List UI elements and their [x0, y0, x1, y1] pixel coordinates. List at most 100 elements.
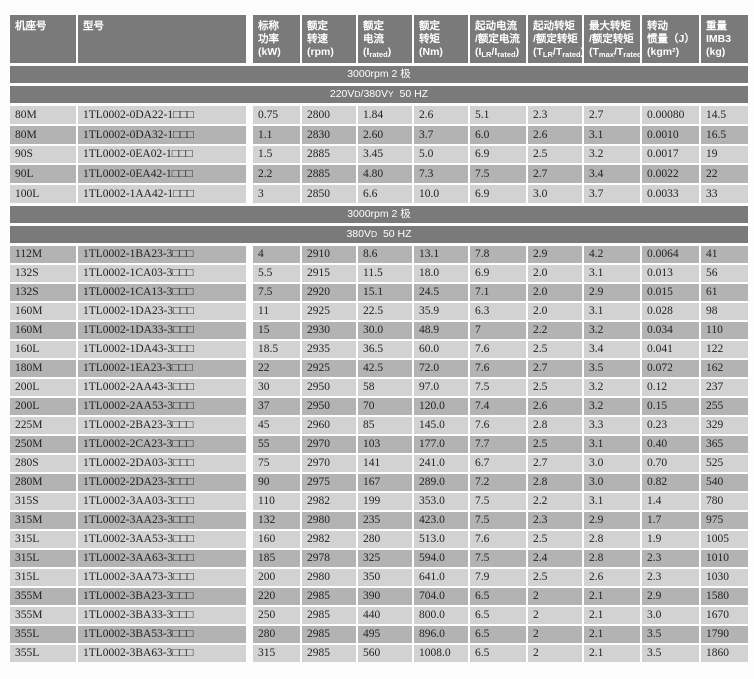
cell-weight: 1010 [701, 549, 748, 567]
cell-locked-rotor-torque-ratio: 2.5 [528, 145, 582, 164]
cell-max-torque-ratio: 2.1 [584, 644, 640, 662]
band-text: 50 HZ [393, 88, 429, 100]
cell-weight: 56 [701, 264, 748, 282]
cell-weight: 22 [701, 165, 748, 184]
cell-model: 1TL0002-3AA23-3□□□ [78, 511, 246, 529]
cell-model: 1TL0002-2DA23-3□□□ [78, 473, 246, 491]
cell-rated-current: 560 [358, 644, 412, 662]
cell-weight: 98 [701, 302, 748, 320]
cell-rated-power: 220 [253, 587, 300, 605]
table-header-row: 机座号 型号 标称 功率 (kW) 额定 转速 (rpm) 额定 电流 (Irated) 额定 转矩 (N… [10, 15, 748, 63]
cell-rated-speed: 2950 [302, 378, 356, 396]
header-label: 转矩 [419, 33, 440, 45]
table-row: 160M 1TL0002-1DA33-3□□□ 15 2930 30.0 48.9 7 2.2… [10, 321, 748, 339]
header-unit: (kgm²) [647, 46, 699, 59]
cell-rated-speed: 2885 [302, 145, 356, 164]
header-label: 最大转矩 [589, 20, 631, 32]
column-header-rated-power: 标称 功率 (kW) [253, 15, 300, 63]
cell-inertia: 2.9 [642, 587, 699, 605]
cell-model: 1TL0002-3AA53-3□□□ [78, 530, 246, 548]
cell-model: 1TL0002-3BA53-3□□□ [78, 625, 246, 643]
cell-model: 1TL0002-1EA23-3□□□ [78, 359, 246, 377]
cell-frame-size: 225M [10, 416, 76, 434]
cell-locked-rotor-torque-ratio: 2.0 [528, 302, 582, 320]
cell-model: 1TL0002-3AA73-3□□□ [78, 568, 246, 586]
cell-weight: 540 [701, 473, 748, 491]
cell-frame-size: 355L [10, 625, 76, 643]
cell-rated-current: 103 [358, 435, 412, 453]
cell-model: 1TL0002-1AA42-1□□□ [78, 185, 246, 203]
cell-rated-torque: 513.0 [414, 530, 468, 548]
cell-locked-rotor-current-ratio: 6.9 [470, 185, 526, 203]
cell-rated-torque: 3.7 [414, 125, 468, 144]
cell-rated-torque: 120.0 [414, 397, 468, 415]
cell-inertia: 2.3 [642, 549, 699, 567]
cell-rated-torque: 97.0 [414, 378, 468, 396]
cell-frame-size: 355M [10, 606, 76, 624]
cell-max-torque-ratio: 3.0 [584, 454, 640, 472]
table-row: 315S 1TL0002-3AA03-3□□□ 110 2982 199 353.0 7.5… [10, 492, 748, 510]
header-unit-part: /I [491, 46, 498, 58]
cell-locked-rotor-torque-ratio: 2.3 [528, 511, 582, 529]
cell-max-torque-ratio: 3.2 [584, 378, 640, 396]
table-row: 315L 1TL0002-3AA53-3□□□ 160 2982 280 513.0 7.6… [10, 530, 748, 548]
cell-max-torque-ratio: 4.2 [584, 245, 640, 263]
cell-locked-rotor-current-ratio: 7.5 [470, 378, 526, 396]
header-label: /额定转矩 [589, 33, 634, 45]
cell-model: 1TL0002-0DA32-1□□□ [78, 125, 246, 144]
cell-model: 1TL0002-1DA43-3□□□ [78, 340, 246, 358]
table-row: 280S 1TL0002-2DA03-3□□□ 75 2970 141 241.0 6.7 2… [10, 454, 748, 472]
band-text: 3000rpm 2 极 [347, 207, 411, 220]
cell-rated-speed: 2970 [302, 435, 356, 453]
header-label: 额定 [363, 20, 384, 32]
cell-rated-current: 15.1 [358, 283, 412, 301]
cell-rated-power: 18.5 [253, 340, 300, 358]
cell-locked-rotor-current-ratio: 6.5 [470, 587, 526, 605]
header-unit: (rpm) [307, 46, 356, 59]
cell-locked-rotor-torque-ratio: 2.5 [528, 530, 582, 548]
table-row: 355L 1TL0002-3BA53-3□□□ 280 2985 495 896.0 6.5… [10, 625, 748, 643]
cell-rated-current: 3.45 [358, 145, 412, 164]
cell-rated-speed: 2985 [302, 606, 356, 624]
cell-locked-rotor-torque-ratio: 2.6 [528, 397, 582, 415]
cell-inertia: 0.015 [642, 283, 699, 301]
table-row: 80M 1TL0002-0DA22-1□□□ 0.75 2800 1.84 2.6 5.1 2… [10, 106, 748, 124]
band-text: 3000rpm 2 极 [347, 68, 411, 80]
header-unit-part: (rpm) [307, 46, 334, 58]
cell-rated-speed: 2982 [302, 492, 356, 510]
cell-max-torque-ratio: 3.4 [584, 165, 640, 184]
cell-weight: 329 [701, 416, 748, 434]
cell-model: 1TL0002-3BA33-3□□□ [78, 606, 246, 624]
cell-rated-power: 1.5 [253, 145, 300, 164]
cell-weight: 1580 [701, 587, 748, 605]
header-label: 额定 [419, 20, 440, 32]
band-text: 50 HZ [377, 227, 412, 240]
cell-rated-speed: 2980 [302, 511, 356, 529]
cell-model: 1TL0002-1CA03-3□□□ [78, 264, 246, 282]
header-label: 标称 [258, 20, 279, 32]
table-row: 355L 1TL0002-3BA63-3□□□ 315 2985 560 1008.0 6.… [10, 644, 748, 662]
cell-rated-torque: 13.1 [414, 245, 468, 263]
cell-locked-rotor-current-ratio: 7.6 [470, 530, 526, 548]
cell-locked-rotor-current-ratio: 7.1 [470, 283, 526, 301]
cell-frame-size: 315S [10, 492, 76, 510]
cell-rated-speed: 2978 [302, 549, 356, 567]
cell-rated-power: 110 [253, 492, 300, 510]
cell-locked-rotor-current-ratio: 7.6 [470, 340, 526, 358]
cell-rated-current: 440 [358, 606, 412, 624]
section-band: 3000rpm 2 极 [10, 205, 748, 223]
header-unit-part: /T [613, 46, 624, 58]
header-unit-part: ) [387, 46, 392, 58]
header-label: 型号 [83, 20, 104, 32]
cell-model: 1TL0002-3AA03-3□□□ [78, 492, 246, 510]
cell-max-torque-ratio: 3.1 [584, 264, 640, 282]
table-row: 100L 1TL0002-1AA42-1□□□ 3 2850 6.6 10.0 6.9 3.0… [10, 185, 748, 203]
cell-rated-power: 90 [253, 473, 300, 491]
cell-locked-rotor-current-ratio: 7.6 [470, 416, 526, 434]
cell-max-torque-ratio: 2.8 [584, 549, 640, 567]
cell-frame-size: 80M [10, 106, 76, 124]
cell-rated-speed: 2830 [302, 125, 356, 144]
cell-rated-speed: 2930 [302, 321, 356, 339]
cell-rated-torque: 896.0 [414, 625, 468, 643]
column-header-model: 型号 [78, 15, 246, 63]
